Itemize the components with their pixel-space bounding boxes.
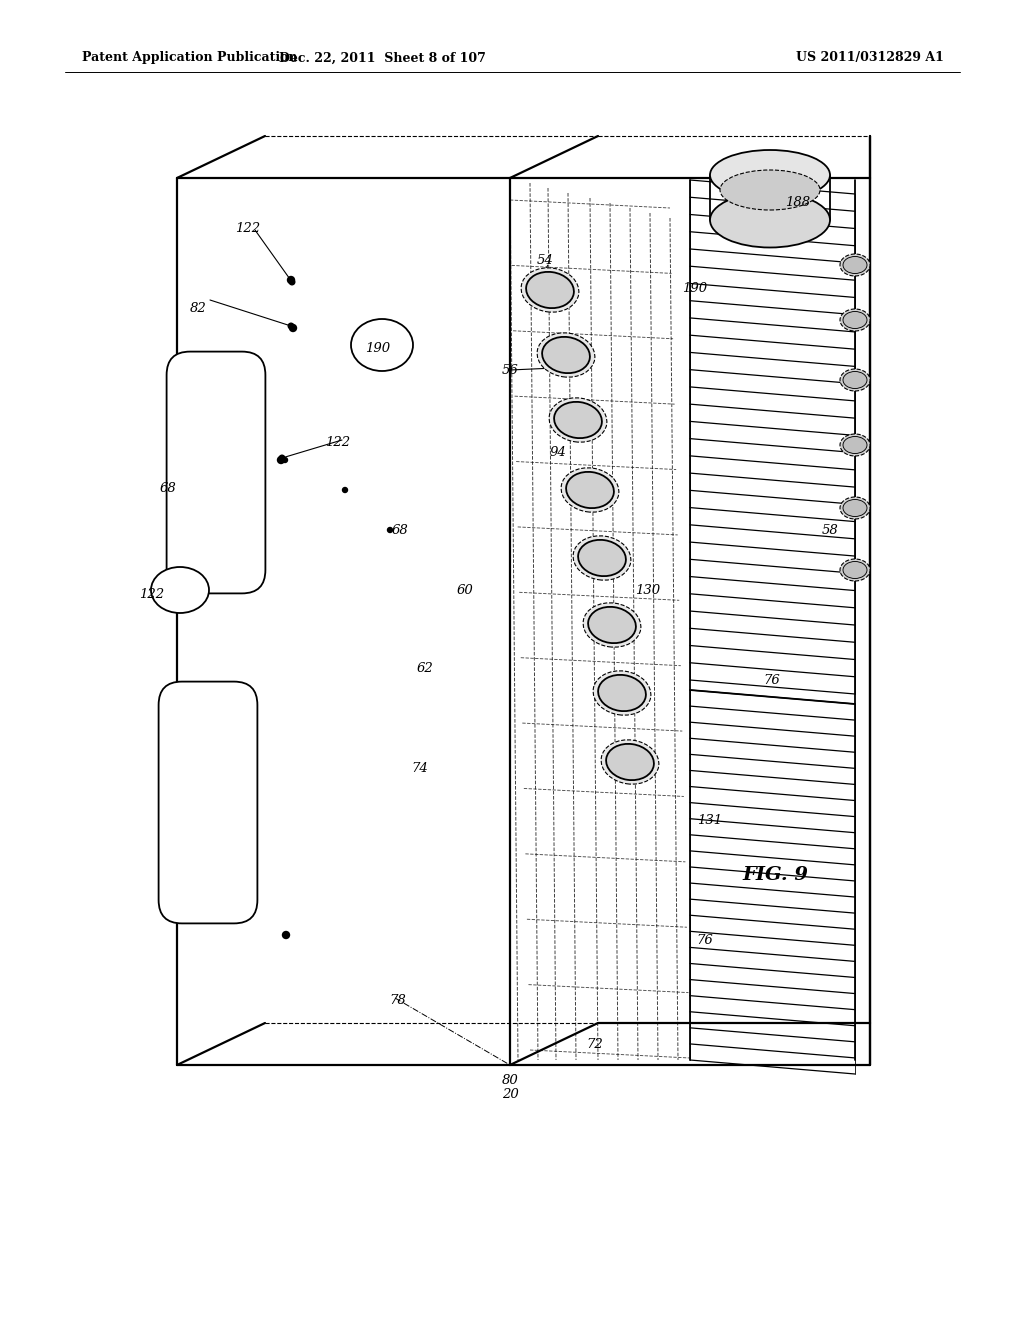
Ellipse shape xyxy=(542,337,590,374)
Text: 188: 188 xyxy=(785,195,811,209)
Ellipse shape xyxy=(549,397,607,442)
Text: 58: 58 xyxy=(821,524,839,536)
Ellipse shape xyxy=(606,744,654,780)
Text: Patent Application Publication: Patent Application Publication xyxy=(82,51,298,65)
Ellipse shape xyxy=(840,253,870,276)
Text: 72: 72 xyxy=(587,1039,603,1052)
FancyBboxPatch shape xyxy=(159,681,257,924)
Text: 74: 74 xyxy=(412,762,428,775)
Text: 76: 76 xyxy=(764,673,780,686)
Ellipse shape xyxy=(538,333,595,378)
Ellipse shape xyxy=(840,498,870,519)
Polygon shape xyxy=(177,178,510,1065)
Text: 190: 190 xyxy=(366,342,390,355)
Polygon shape xyxy=(510,178,870,1065)
Circle shape xyxy=(280,455,285,461)
Text: 20: 20 xyxy=(502,1089,518,1101)
Circle shape xyxy=(290,325,297,331)
Ellipse shape xyxy=(720,170,820,210)
Text: 94: 94 xyxy=(550,446,566,458)
Text: US 2011/0312829 A1: US 2011/0312829 A1 xyxy=(796,51,944,65)
Ellipse shape xyxy=(843,499,867,516)
Ellipse shape xyxy=(526,272,573,308)
Ellipse shape xyxy=(579,540,626,576)
Text: 54: 54 xyxy=(537,253,553,267)
Polygon shape xyxy=(177,136,598,178)
Circle shape xyxy=(288,323,294,329)
Ellipse shape xyxy=(840,434,870,455)
Text: 68: 68 xyxy=(391,524,409,536)
Circle shape xyxy=(283,932,290,939)
Text: 131: 131 xyxy=(697,813,723,826)
Text: 122: 122 xyxy=(236,222,260,235)
Ellipse shape xyxy=(601,739,658,784)
Ellipse shape xyxy=(710,150,830,201)
Ellipse shape xyxy=(843,561,867,578)
Ellipse shape xyxy=(561,467,618,512)
Ellipse shape xyxy=(593,671,651,715)
Text: 130: 130 xyxy=(636,583,660,597)
Ellipse shape xyxy=(710,193,830,248)
Ellipse shape xyxy=(843,437,867,454)
Circle shape xyxy=(387,528,392,532)
Ellipse shape xyxy=(843,256,867,273)
Text: 62: 62 xyxy=(417,661,433,675)
Ellipse shape xyxy=(843,312,867,329)
Ellipse shape xyxy=(566,471,614,508)
Ellipse shape xyxy=(840,558,870,581)
Circle shape xyxy=(278,457,285,463)
Text: Dec. 22, 2011  Sheet 8 of 107: Dec. 22, 2011 Sheet 8 of 107 xyxy=(279,51,485,65)
Text: 78: 78 xyxy=(389,994,407,1006)
Ellipse shape xyxy=(588,607,636,643)
Text: 60: 60 xyxy=(457,583,473,597)
Ellipse shape xyxy=(598,675,646,711)
Text: 82: 82 xyxy=(189,301,207,314)
Ellipse shape xyxy=(573,536,631,581)
Ellipse shape xyxy=(351,319,413,371)
Polygon shape xyxy=(510,136,870,178)
Circle shape xyxy=(283,458,288,462)
Text: 56: 56 xyxy=(502,363,518,376)
Circle shape xyxy=(289,280,295,285)
Circle shape xyxy=(342,487,347,492)
Ellipse shape xyxy=(521,268,579,312)
Ellipse shape xyxy=(840,309,870,331)
Ellipse shape xyxy=(554,401,602,438)
Text: 122: 122 xyxy=(326,436,350,449)
Circle shape xyxy=(288,276,295,284)
Text: 122: 122 xyxy=(139,589,165,602)
Text: 80: 80 xyxy=(502,1073,518,1086)
Ellipse shape xyxy=(151,568,209,612)
Text: FIG. 9: FIG. 9 xyxy=(742,866,808,884)
Text: 68: 68 xyxy=(160,482,176,495)
Text: 76: 76 xyxy=(696,933,714,946)
FancyBboxPatch shape xyxy=(167,351,265,594)
Ellipse shape xyxy=(843,371,867,388)
Text: 190: 190 xyxy=(682,281,708,294)
Ellipse shape xyxy=(583,603,641,647)
Ellipse shape xyxy=(840,370,870,391)
